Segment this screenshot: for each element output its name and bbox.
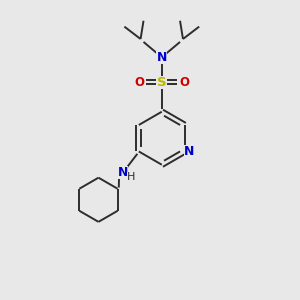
- Text: S: S: [157, 76, 166, 89]
- Text: O: O: [134, 76, 144, 89]
- Text: N: N: [117, 166, 128, 179]
- Text: N: N: [184, 145, 194, 158]
- Text: O: O: [179, 76, 190, 89]
- Text: H: H: [127, 172, 135, 182]
- Text: N: N: [157, 51, 167, 64]
